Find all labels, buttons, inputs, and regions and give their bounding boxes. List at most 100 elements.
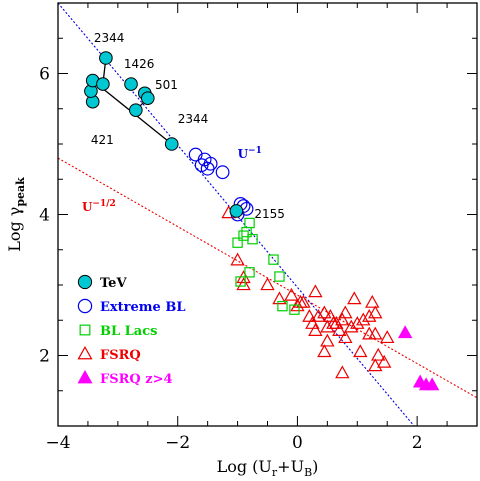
- fsrq-point: [329, 316, 344, 329]
- fsrq-point: [323, 308, 338, 322]
- fsrq-point: [365, 294, 380, 308]
- source-label-2344: 2344: [178, 112, 209, 126]
- fsrq-point: [308, 323, 323, 336]
- tev-point: [140, 91, 155, 105]
- y-tick-label: 2: [39, 347, 50, 367]
- fsrq-point: [338, 305, 353, 319]
- data-points: [84, 51, 440, 391]
- x-tick-label: 0: [292, 433, 303, 453]
- legend-marker-fsrq-z-4: [77, 369, 93, 384]
- bl-lacs-point: [277, 300, 288, 312]
- x-axis-title-part: ): [312, 457, 318, 476]
- fsrq-point: [320, 333, 335, 347]
- x-axis-title-sub: B: [304, 466, 312, 479]
- source-label-2344: 2344: [94, 31, 125, 45]
- bl-lacs-point: [244, 267, 255, 278]
- u-minus-1-label: U−1: [238, 146, 262, 161]
- y-tick-label: 4: [39, 206, 50, 226]
- fsrq-point: [302, 308, 317, 322]
- tev-point: [129, 103, 143, 117]
- fsrq-point: [347, 291, 362, 305]
- line-label-main: U: [82, 200, 93, 214]
- legend-marker-fsrq: [77, 345, 93, 360]
- x-tick-label: −2: [165, 433, 190, 453]
- bl-lacs-point: [268, 254, 279, 265]
- x-axis-title-sub: r: [272, 466, 278, 479]
- legend-label-tev: TeV: [100, 276, 127, 291]
- fsrq-point: [230, 252, 245, 266]
- fsrq-point: [356, 312, 371, 326]
- x-tick-label: −4: [45, 433, 70, 453]
- bl-lacs-point: [289, 304, 300, 315]
- x-axis-title: Log (Ur+UB): [217, 457, 319, 479]
- legend: TeV Extreme BL BL Lacs FSRQ FSRQ z>4: [77, 274, 185, 387]
- tev-point: [96, 77, 110, 91]
- bl-lacs-point: [247, 233, 258, 245]
- fsrq-point: [368, 305, 383, 319]
- y-axis-title-main: Log γ: [5, 207, 24, 252]
- bl-lacs-point: [232, 237, 243, 248]
- fsrq-point: [317, 305, 332, 319]
- fsrq-point: [272, 291, 287, 305]
- u-minus-half-label: U−1/2: [82, 199, 116, 214]
- fsrq-point: [350, 316, 365, 329]
- fsrq-point: [260, 277, 275, 291]
- legend-label-fsrq: FSRQ: [100, 348, 141, 363]
- source-label-2155: 2155: [254, 207, 285, 221]
- fsrq-point: [311, 308, 326, 322]
- fsrq-point: [368, 326, 383, 340]
- bl-lacs-point: [244, 217, 255, 229]
- tev-point: [124, 77, 138, 91]
- y-tick-label: 6: [39, 65, 50, 85]
- fsrq-point: [338, 330, 353, 344]
- y-axis-title-sub: peak: [14, 177, 27, 207]
- fsrq-point: [332, 323, 347, 336]
- fsrq-point: [335, 312, 350, 326]
- bl-lacs-point: [235, 276, 246, 287]
- fsrq-point: [335, 365, 350, 379]
- fsrq-z-4-point: [397, 325, 413, 339]
- fsrq-point: [377, 354, 392, 368]
- fsrq-point: [344, 319, 359, 333]
- tev-point: [164, 137, 179, 151]
- line-label-main: U: [238, 147, 249, 161]
- tev-point: [99, 51, 113, 65]
- extreme-bl-point: [200, 161, 215, 176]
- axes: −4 −2 0 2 2 4 6 Log (Ur+UB) Log γpeak: [5, 2, 478, 479]
- legend-marker-bl-lacs: [79, 324, 91, 336]
- legend-marker-extreme-bl: [77, 298, 93, 314]
- fsrq-point: [308, 284, 323, 298]
- bl-lacs-point: [241, 226, 252, 238]
- fsrq-point: [293, 294, 308, 308]
- fsrq-point: [236, 277, 251, 291]
- extreme-bl-point: [188, 147, 203, 162]
- fsrq-point: [305, 316, 320, 329]
- y-axis-title: Log γpeak: [5, 177, 27, 252]
- x-axis-title-part: Log (U: [217, 457, 272, 476]
- bl-lacs-point: [238, 230, 249, 241]
- line-label-exponent: −1/2: [92, 199, 115, 209]
- legend-label-bl-lacs: BL Lacs: [100, 324, 157, 339]
- fsrq-point: [368, 358, 383, 372]
- fsrq-point: [353, 344, 368, 358]
- legend-label-fsrq-z-4: FSRQ z>4: [100, 372, 173, 387]
- fsrq-point: [371, 347, 386, 361]
- x-axis-title-part: +U: [277, 457, 304, 476]
- legend-label-extreme-bl: Extreme BL: [100, 300, 185, 315]
- extreme-bl-point: [215, 165, 230, 180]
- line-label-exponent: −1: [248, 146, 262, 156]
- source-label-1426: 1426: [124, 57, 155, 71]
- fsrq-point: [380, 330, 395, 344]
- fsrq-point: [362, 308, 377, 322]
- fsrq-z-4-point: [424, 377, 440, 391]
- source-label-421: 421: [91, 133, 114, 147]
- fsrq-point: [284, 287, 299, 301]
- legend-marker-tev: [77, 274, 93, 290]
- tev-connections: [90, 57, 173, 145]
- bl-lacs-point: [274, 271, 285, 282]
- tev-point: [229, 204, 244, 218]
- fsrq-point: [317, 344, 332, 358]
- fsrq-point: [320, 319, 335, 333]
